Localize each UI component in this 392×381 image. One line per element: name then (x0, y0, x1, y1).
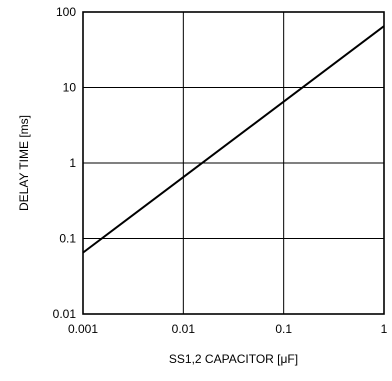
plot-frame (82, 11, 385, 315)
y-tick-label: 1 (69, 156, 76, 170)
y-axis-label: DELAY TIME [ms] (17, 115, 31, 211)
x-tick-label: 1 (381, 322, 388, 336)
x-axis-label: SS1,2 CAPACITOR [μF] (169, 352, 298, 366)
grid-lines (83, 12, 384, 314)
series-line-0 (82, 25, 385, 254)
y-tick-label: 0.01 (53, 307, 77, 321)
x-tick-label: 0.1 (275, 322, 292, 336)
x-tick-label: 0.01 (172, 322, 196, 336)
x-tick-labels: 0.001 0.01 0.1 1 (68, 322, 388, 336)
y-tick-label: 100 (56, 5, 76, 19)
y-tick-label: 0.1 (59, 232, 76, 246)
x-tick-label: 0.001 (68, 322, 98, 336)
series-layer (82, 25, 385, 254)
y-tick-labels: 0.01 0.1 1 10 100 (53, 5, 77, 321)
y-tick-label: 10 (63, 81, 77, 95)
